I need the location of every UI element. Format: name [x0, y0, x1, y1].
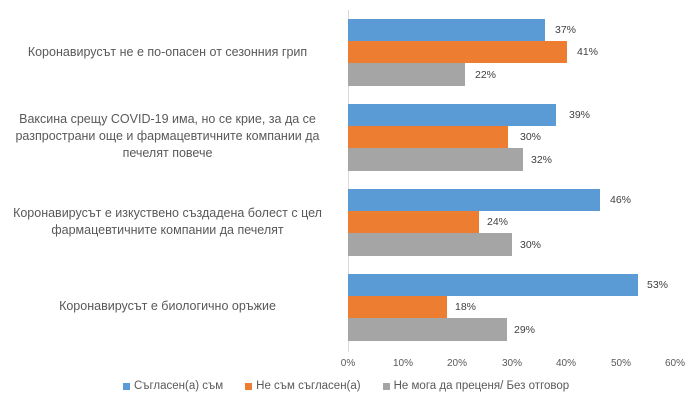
category-label-2: Коронавирусът е изкуствено създадена бол…	[0, 205, 340, 239]
bar-unsure-2	[348, 233, 512, 256]
x-tick: 10%	[392, 358, 413, 369]
legend-item-unsure: Не мога да преценя/ Без отговор	[382, 380, 570, 392]
legend: Съгласен(а) съм Не съм съгласен(а) Не мо…	[123, 380, 569, 392]
category-label-line: печелят повече	[122, 146, 213, 160]
category-label-line: Ваксина срещу COVID-19 има, но се крие, …	[19, 112, 316, 126]
x-tick: 60%	[664, 358, 685, 369]
x-tick: 20%	[446, 358, 467, 369]
value-label: 30%	[520, 131, 542, 143]
bar-agree-0	[348, 19, 545, 41]
category-label-line: фармацевтичните компании да печелят	[51, 223, 284, 237]
category-label-line: Коронавирусът е изкуствено създадена бол…	[13, 206, 322, 220]
bar-disagree-0	[348, 41, 567, 63]
legend-swatch-orange-icon	[245, 382, 253, 390]
legend-label: Не мога да преценя/ Без отговор	[393, 380, 570, 392]
value-label: 53%	[647, 279, 669, 291]
x-tick: 50%	[610, 358, 631, 369]
bar-unsure-1	[348, 148, 523, 171]
category-label-3: Коронавирусът е биологично оръжие	[0, 298, 340, 315]
x-tick: 0%	[340, 358, 356, 369]
value-label: 24%	[487, 216, 509, 228]
bar-unsure-3	[348, 318, 507, 341]
category-label-0: Коронавирусът не е по-опасен от сезонния…	[0, 44, 340, 61]
value-label: 32%	[531, 154, 553, 166]
legend-label: Съгласен(а) съм	[134, 380, 224, 392]
legend-label: Не съм съгласен(а)	[256, 380, 361, 392]
legend-swatch-blue-icon	[123, 382, 130, 390]
legend-item-disagree: Не съм съгласен(а)	[245, 380, 361, 392]
category-label-line: Коронавирусът е биологично оръжие	[59, 299, 276, 313]
value-label: 46%	[610, 194, 632, 206]
category-label-line: разпространи още и фармацевтичните компа…	[15, 129, 320, 143]
y-axis-line	[348, 10, 349, 352]
legend-item-agree: Съгласен(а) съм	[123, 380, 223, 392]
bar-unsure-0	[348, 63, 465, 86]
value-label: 39%	[569, 109, 591, 121]
x-tick: 40%	[555, 358, 576, 369]
bar-disagree-2	[348, 211, 479, 233]
value-label: 37%	[555, 24, 577, 36]
value-label: 30%	[520, 239, 542, 251]
bar-agree-2	[348, 189, 600, 211]
value-label: 29%	[514, 324, 536, 336]
bar-agree-3	[348, 274, 638, 296]
category-label-1: Ваксина срещу COVID-19 има, но се крие, …	[0, 111, 340, 162]
value-label: 18%	[455, 301, 477, 313]
legend-swatch-gray-icon	[382, 382, 390, 390]
category-label-line: Коронавирусът не е по-опасен от сезонния…	[27, 45, 308, 59]
value-label: 22%	[475, 69, 497, 81]
bar-disagree-3	[348, 296, 447, 318]
x-tick: 30%	[501, 358, 522, 369]
value-label: 41%	[577, 46, 599, 58]
bar-agree-1	[348, 104, 556, 126]
bar-disagree-1	[348, 126, 508, 148]
